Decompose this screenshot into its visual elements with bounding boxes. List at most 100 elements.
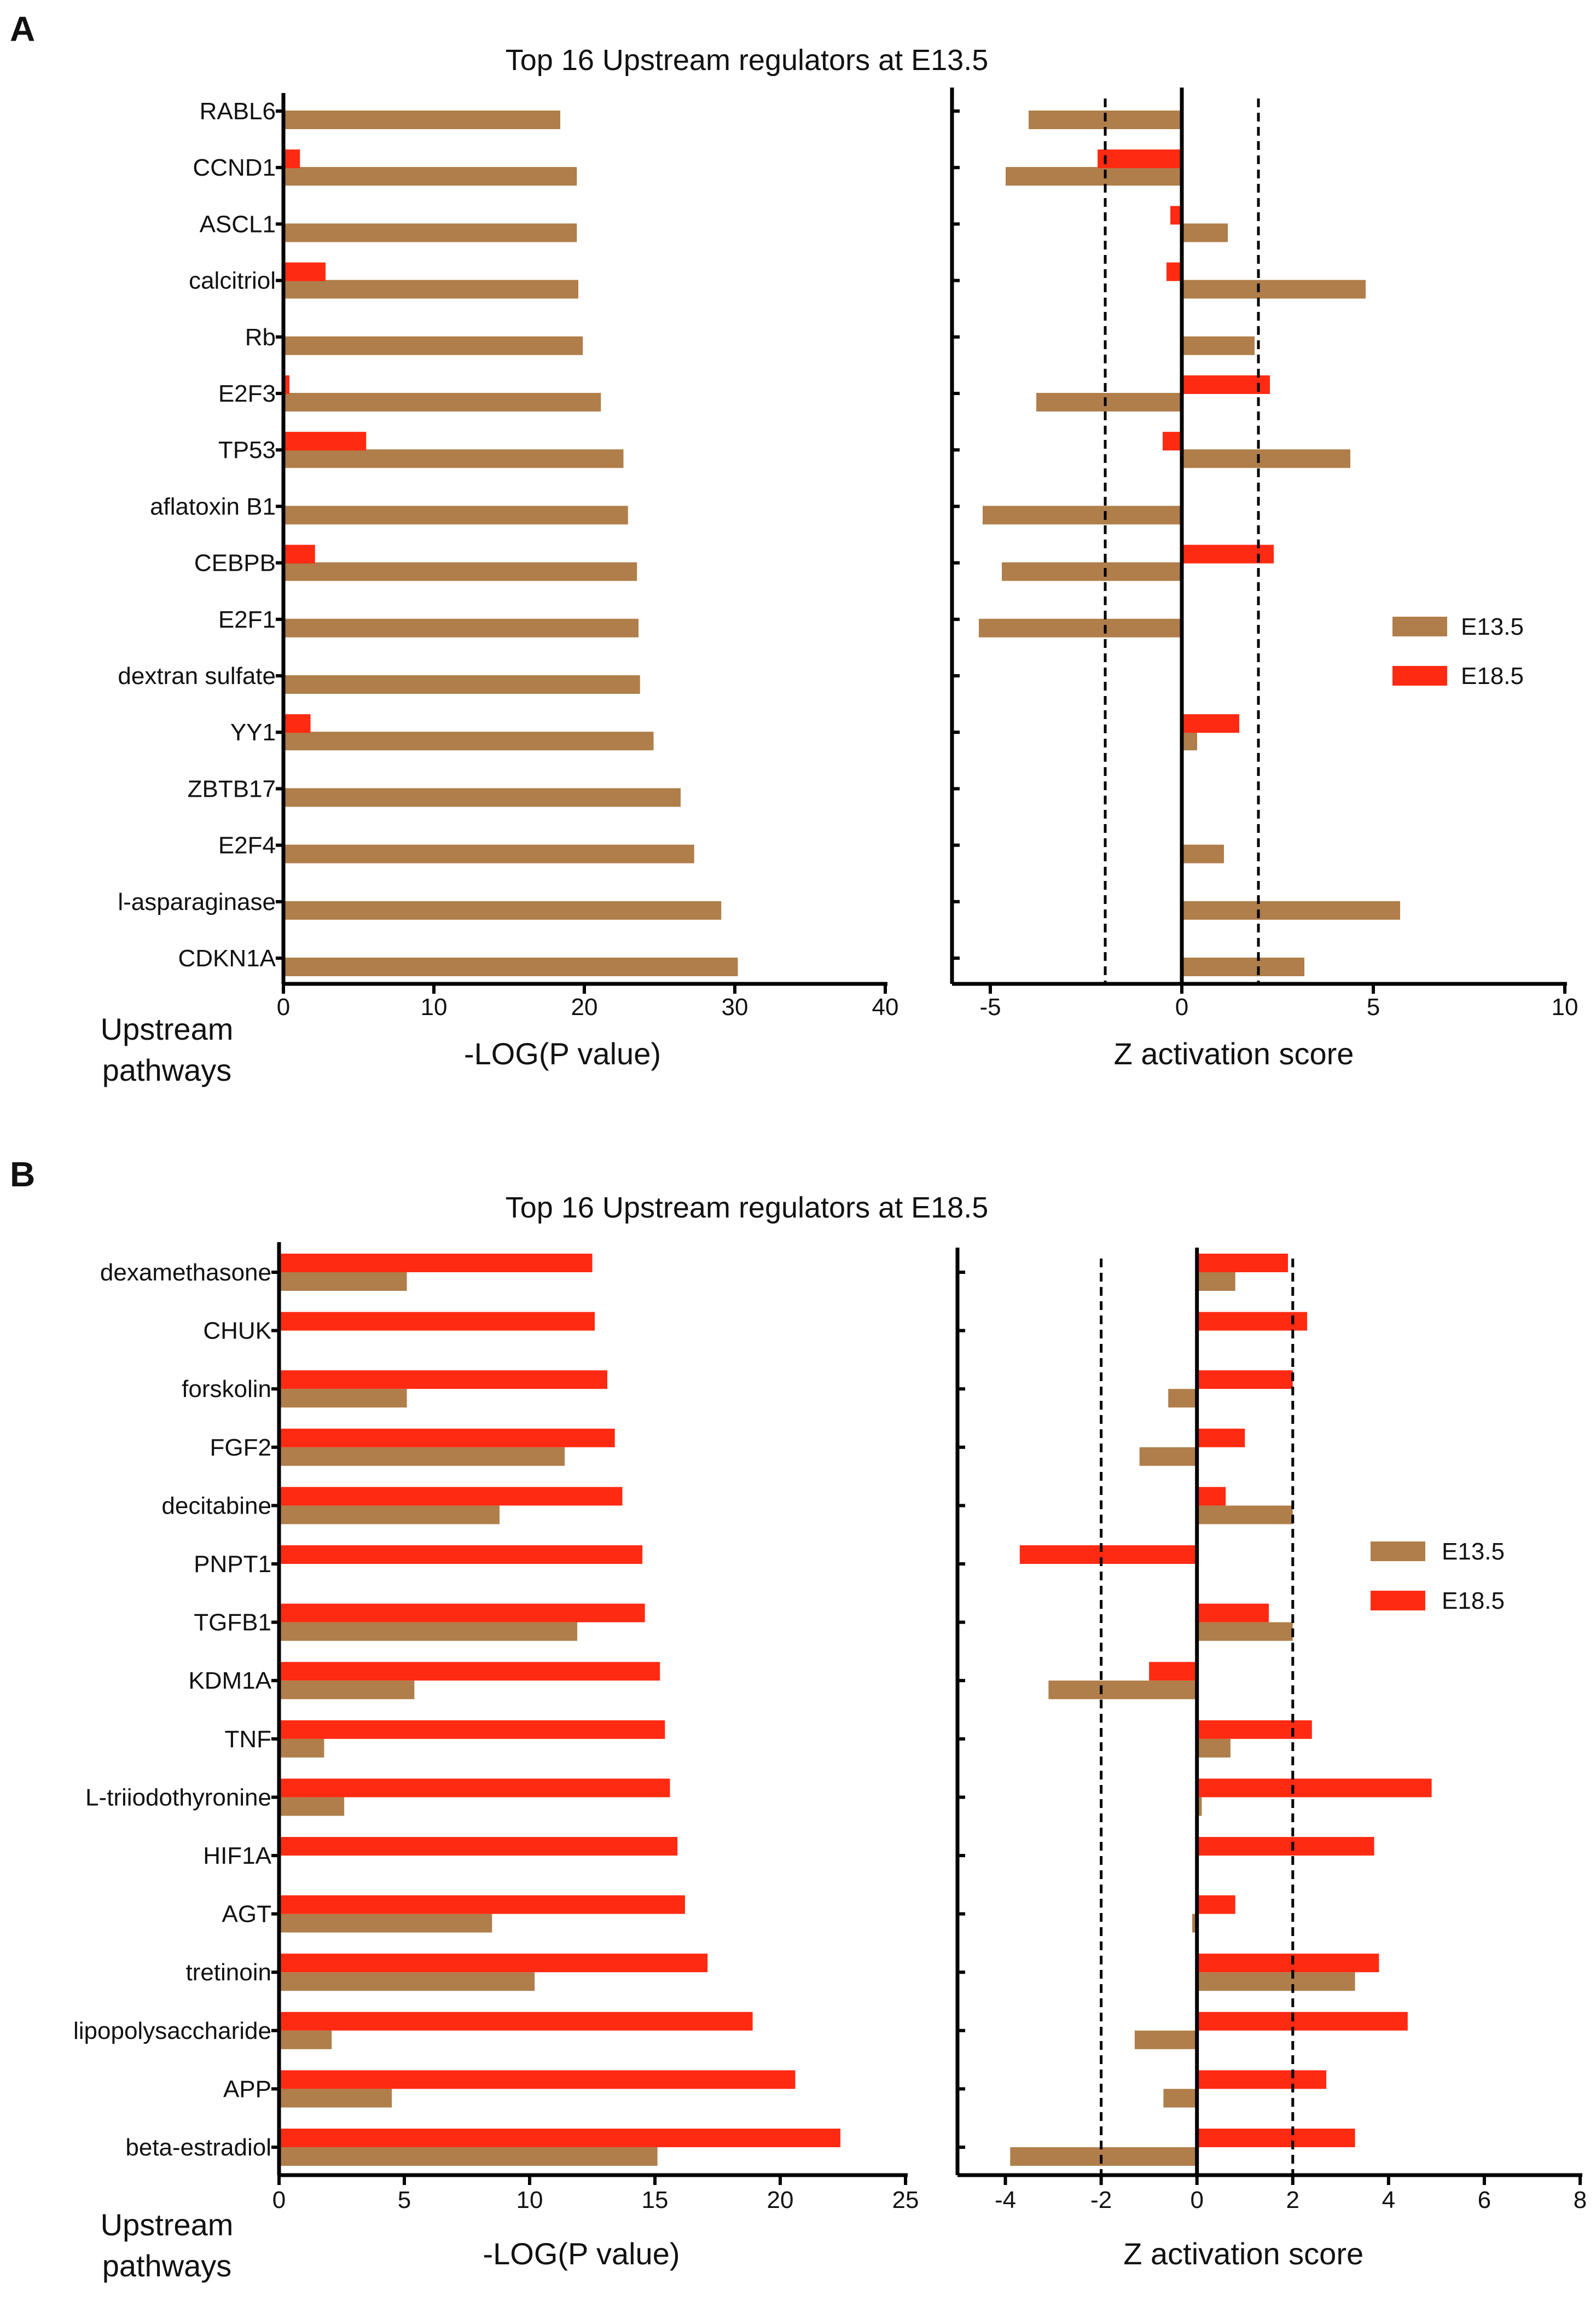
category-label: PNPT1 [194, 1551, 271, 1578]
legend-swatch [1371, 1591, 1425, 1610]
zscore-tick-label: 8 [1574, 2187, 1587, 2213]
pvalue-tick-label: 15 [642, 2187, 669, 2213]
pvalue-bar-e13-5-tgfb1 [279, 1622, 578, 1641]
pvalue-bar-e18-5-tp53 [283, 432, 367, 451]
pvalue-x-title: -LOG(P value) [483, 2236, 680, 2271]
zscore-x-title: Z activation score [1123, 2236, 1363, 2271]
zscore-bar-e13-5-ascl1 [1182, 223, 1228, 242]
zscore-bar-e13-5-tp53 [1182, 449, 1350, 468]
zscore-bar-e18-5-dexamethasone [1197, 1254, 1289, 1272]
pvalue-bar-e13-5-forskolin [279, 1389, 407, 1408]
pvalue-bar-e18-5-lipopolysaccharide [279, 2012, 753, 2031]
pvalue-bar-e13-5-rb [283, 336, 583, 355]
pvalue-bar-e18-5-agt [279, 1895, 685, 1914]
pvalue-bar-e18-5-decitabine [279, 1487, 623, 1506]
category-label: ZBTB17 [188, 775, 276, 802]
zscore-bar-e18-5-ccnd1 [1098, 149, 1182, 169]
pvalue-bar-e13-5-ccnd1 [283, 167, 577, 186]
category-label: calcitriol [189, 268, 276, 294]
zscore-tick-label: 0 [1175, 994, 1188, 1021]
category-label: E2F1 [218, 606, 276, 633]
category-label: dextran sulfate [118, 663, 276, 689]
zscore-bar-e13-5-e2f1 [979, 618, 1182, 637]
pvalue-bar-e18-5-app [279, 2070, 796, 2089]
pvalue-x-title: -LOG(P value) [464, 1036, 661, 1071]
zscore-bar-e13-5-kdm1a [1048, 1680, 1197, 1700]
zscore-bar-e13-5-dexamethasone [1197, 1272, 1235, 1291]
pvalue-bar-e18-5-pnpt1 [279, 1545, 643, 1564]
zscore-bar-e13-5-ccnd1 [1006, 167, 1182, 186]
pvalue-bar-e13-5-dexamethasone [279, 1272, 407, 1291]
pvalue-bar-e18-5-tgfb1 [279, 1603, 645, 1622]
category-label: FGF2 [210, 1434, 271, 1461]
zscore-bar-e13-5-decitabine [1197, 1505, 1293, 1525]
legend: E13.5 E18.5 [1392, 613, 1524, 689]
zscore-bar-e13-5-rb [1182, 336, 1255, 355]
zscore-bar-e13-5-lipopolysaccharide [1134, 2030, 1197, 2049]
pvalue-bar-e18-5-kdm1a [279, 1662, 660, 1681]
category-label: lipopolysaccharide [73, 2018, 271, 2044]
pvalue-bar-e13-5-aflatoxin-b1 [283, 506, 628, 525]
pvalue-bar-e13-5-cebpb [283, 562, 637, 581]
y-axis-title-line: pathways [102, 2248, 232, 2283]
zscore-bar-e18-5-agt [1197, 1895, 1235, 1914]
category-label: Rb [245, 324, 276, 351]
legend-swatch [1371, 1541, 1425, 1561]
zscore-bar-e13-5-l-triiodothyronine [1197, 1797, 1202, 1816]
pvalue-bar-e18-5-forskolin [279, 1370, 607, 1389]
pvalue-tick-label: 30 [722, 994, 748, 1021]
zscore-bar-e18-5-hif1a [1197, 1837, 1374, 1856]
pvalue-bar-e18-5-dexamethasone [279, 1254, 593, 1272]
pvalue-bar-e18-5-e2f3 [283, 375, 289, 394]
zscore-bar-e13-5-aflatoxin-b1 [983, 506, 1182, 525]
pvalue-bar-e18-5-tretinoin [279, 1954, 708, 1973]
y-axis-title-line: Upstream [101, 1012, 234, 1046]
zscore-bar-e13-5-e2f3 [1036, 393, 1182, 411]
zscore-bar-e18-5-yy1 [1182, 714, 1239, 733]
legend: E13.5 E18.5 [1371, 1538, 1505, 1614]
category-label: AGT [222, 1901, 271, 1928]
chart-title: Top 16 Upstream regulators at E13.5 [506, 44, 988, 77]
zscore-tick-label: -5 [979, 994, 1001, 1021]
pvalue-bar-e13-5-fgf2 [279, 1447, 565, 1466]
category-label: APP [223, 2076, 271, 2102]
category-label: CHUK [203, 1318, 271, 1344]
y-axis-title: Upstream pathways [101, 1012, 234, 1087]
zscore-tick-label: 2 [1286, 2187, 1299, 2213]
pvalue-bar-e13-5-yy1 [283, 732, 654, 751]
pvalue-bar-e18-5-l-triiodothyronine [279, 1778, 670, 1798]
pvalue-tick-label: 10 [421, 994, 448, 1021]
pvalue-tick-label: 20 [571, 994, 598, 1021]
zscore-bar-e18-5-kdm1a [1149, 1662, 1197, 1681]
category-label: E2F3 [218, 380, 276, 407]
zscore-bar-e18-5-e2f3 [1182, 375, 1270, 394]
zscore-bar-e13-5-e2f4 [1182, 844, 1224, 863]
zscore-tick-label: 5 [1367, 994, 1380, 1021]
panel-b: B Top 16 Upstream regulators at E18.5 dexa… [10, 1155, 1587, 2283]
category-label: E2F4 [218, 832, 276, 859]
pvalue-bar-e13-5-dextran-sulfate [283, 675, 640, 694]
pvalue-bar-e13-5-e2f3 [283, 393, 601, 411]
pvalue-bar-e18-5-tnf [279, 1720, 665, 1739]
pvalue-bar-e18-5-chuk [279, 1312, 595, 1331]
panel-a: A Top 16 Upstream regulators at E13.5 RABL… [10, 9, 1578, 1087]
zscore-bar-e18-5-forskolin [1197, 1370, 1293, 1389]
pvalue-bar-e18-5-ccnd1 [283, 149, 300, 169]
zscore-bar-e13-5-tgfb1 [1197, 1622, 1293, 1641]
category-label: CCND1 [193, 154, 276, 181]
zscore-bar-e18-5-lipopolysaccharide [1197, 2012, 1408, 2031]
category-label: forskolin [182, 1376, 271, 1402]
zscore-bar-e18-5-l-triiodothyronine [1197, 1778, 1432, 1798]
category-label: dexamethasone [100, 1259, 271, 1286]
zscore-tick-label: 0 [1190, 2187, 1203, 2213]
zscore-bar-e18-5-fgf2 [1197, 1428, 1245, 1447]
category-label: tretinoin [185, 1959, 271, 1986]
zscore-bar-e13-5-app [1163, 2089, 1197, 2108]
category-label: YY1 [230, 719, 276, 746]
category-label: HIF1A [203, 1842, 271, 1869]
legend-label: E13.5 [1461, 613, 1524, 640]
zscore-x-title: Z activation score [1114, 1036, 1354, 1071]
pvalue-bar-e13-5-tnf [279, 1738, 324, 1758]
pvalue-bar-e13-5-rabl6 [283, 111, 560, 129]
